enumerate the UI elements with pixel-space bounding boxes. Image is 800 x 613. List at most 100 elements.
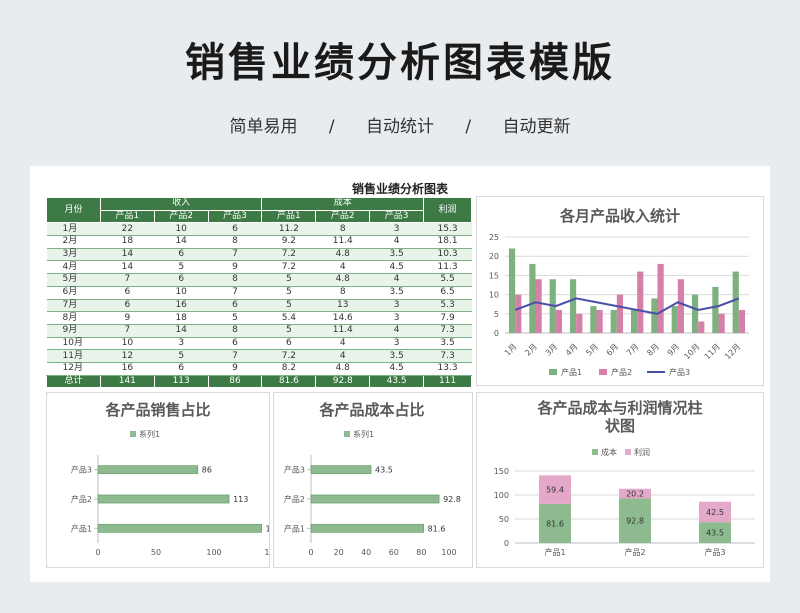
total-cell[interactable]: 111 bbox=[423, 374, 472, 389]
value-cell[interactable]: 4 bbox=[315, 260, 370, 275]
value-cell[interactable]: 3.5 bbox=[369, 285, 424, 300]
value-cell[interactable]: 9 bbox=[208, 260, 262, 275]
value-cell[interactable]: 13 bbox=[315, 298, 370, 313]
total-cell[interactable]: 113 bbox=[153, 374, 209, 389]
month-cell[interactable]: 3月 bbox=[46, 247, 101, 262]
value-cell[interactable]: 16 bbox=[154, 298, 209, 313]
value-cell[interactable]: 7.2 bbox=[261, 349, 316, 363]
value-cell[interactable]: 4 bbox=[315, 349, 370, 363]
value-cell[interactable]: 8 bbox=[208, 273, 262, 287]
value-cell[interactable]: 14 bbox=[154, 323, 209, 338]
value-cell[interactable]: 7 bbox=[100, 323, 155, 338]
value-cell[interactable]: 3 bbox=[369, 298, 424, 313]
value-cell[interactable]: 11.3 bbox=[423, 260, 472, 275]
total-cell[interactable]: 81.6 bbox=[261, 374, 317, 389]
value-cell[interactable]: 4 bbox=[315, 336, 370, 351]
value-cell[interactable]: 4.8 bbox=[315, 273, 370, 287]
value-cell[interactable]: 3.5 bbox=[369, 247, 424, 262]
value-cell[interactable]: 3 bbox=[154, 336, 209, 351]
month-cell[interactable]: 10月 bbox=[46, 336, 101, 351]
chart-monthly-revenue[interactable]: 各月产品收入统计 0 5 10 15 20 25 1月 2月 3月 4月 5月 6月 7月 8月 9月 10月 1… bbox=[476, 196, 764, 386]
value-cell[interactable]: 6 bbox=[261, 336, 316, 351]
value-cell[interactable]: 5 bbox=[261, 298, 316, 313]
value-cell[interactable]: 15.3 bbox=[423, 222, 472, 237]
total-cell[interactable]: 43.5 bbox=[369, 374, 425, 389]
value-cell[interactable]: 10 bbox=[154, 285, 209, 300]
value-cell[interactable]: 22 bbox=[100, 222, 155, 237]
value-cell[interactable]: 9 bbox=[208, 361, 262, 376]
header-month[interactable]: 月份 bbox=[46, 196, 101, 224]
value-cell[interactable]: 18 bbox=[100, 235, 155, 249]
value-cell[interactable]: 5 bbox=[208, 311, 262, 325]
value-cell[interactable]: 18 bbox=[154, 311, 209, 325]
value-cell[interactable]: 7.3 bbox=[423, 349, 472, 363]
value-cell[interactable]: 11.4 bbox=[315, 323, 370, 338]
value-cell[interactable]: 5.3 bbox=[423, 298, 472, 313]
total-cell[interactable]: 总计 bbox=[46, 374, 101, 389]
value-cell[interactable]: 3 bbox=[369, 311, 424, 325]
month-cell[interactable]: 6月 bbox=[46, 285, 101, 300]
value-cell[interactable]: 5 bbox=[261, 273, 316, 287]
value-cell[interactable]: 5 bbox=[154, 349, 209, 363]
value-cell[interactable]: 4.8 bbox=[315, 247, 370, 262]
value-cell[interactable]: 6 bbox=[154, 247, 209, 262]
month-cell[interactable]: 5月 bbox=[46, 273, 101, 287]
value-cell[interactable]: 6 bbox=[154, 361, 209, 376]
header-revenue-product2[interactable]: 产品2 bbox=[153, 209, 209, 224]
value-cell[interactable]: 14.6 bbox=[315, 311, 370, 325]
value-cell[interactable]: 6 bbox=[100, 285, 155, 300]
value-cell[interactable]: 8 bbox=[315, 285, 370, 300]
month-cell[interactable]: 11月 bbox=[46, 349, 101, 363]
header-cost-product2[interactable]: 产品2 bbox=[315, 209, 371, 224]
month-cell[interactable]: 1月 bbox=[46, 222, 101, 237]
value-cell[interactable]: 3 bbox=[369, 336, 424, 351]
value-cell[interactable]: 7 bbox=[100, 273, 155, 287]
value-cell[interactable]: 14 bbox=[154, 235, 209, 249]
chart-cost-share[interactable]: 各产品成本占比 系列1 0 20 40 60 80 100 产品1 81.6 产品2 92.8 产品3 4… bbox=[273, 392, 473, 568]
value-cell[interactable]: 7.3 bbox=[423, 323, 472, 338]
value-cell[interactable]: 6 bbox=[208, 336, 262, 351]
value-cell[interactable]: 8 bbox=[208, 235, 262, 249]
month-cell[interactable]: 4月 bbox=[46, 260, 101, 275]
value-cell[interactable]: 7 bbox=[208, 349, 262, 363]
value-cell[interactable]: 3.5 bbox=[423, 336, 472, 351]
header-cost-product3[interactable]: 产品3 bbox=[369, 209, 425, 224]
header-revenue[interactable]: 收入 bbox=[99, 197, 263, 211]
value-cell[interactable]: 14 bbox=[100, 260, 155, 275]
value-cell[interactable]: 11.4 bbox=[315, 235, 370, 249]
value-cell[interactable]: 8 bbox=[315, 222, 370, 237]
value-cell[interactable]: 10 bbox=[100, 336, 155, 351]
value-cell[interactable]: 12 bbox=[100, 349, 155, 363]
value-cell[interactable]: 6 bbox=[100, 298, 155, 313]
month-cell[interactable]: 7月 bbox=[46, 298, 101, 313]
value-cell[interactable]: 7 bbox=[208, 247, 262, 262]
value-cell[interactable]: 13.3 bbox=[423, 361, 472, 376]
value-cell[interactable]: 5.5 bbox=[423, 273, 472, 287]
value-cell[interactable]: 10.3 bbox=[423, 247, 472, 262]
total-cell[interactable]: 86 bbox=[207, 374, 263, 389]
value-cell[interactable]: 6 bbox=[208, 222, 262, 237]
value-cell[interactable]: 5 bbox=[154, 260, 209, 275]
total-cell[interactable]: 92.8 bbox=[315, 374, 371, 389]
value-cell[interactable]: 6 bbox=[154, 273, 209, 287]
value-cell[interactable]: 4 bbox=[369, 273, 424, 287]
value-cell[interactable]: 5 bbox=[261, 323, 316, 338]
header-cost-product1[interactable]: 产品1 bbox=[261, 209, 317, 224]
value-cell[interactable]: 4 bbox=[369, 323, 424, 338]
value-cell[interactable]: 5 bbox=[261, 285, 316, 300]
value-cell[interactable]: 11.2 bbox=[261, 222, 316, 237]
month-cell[interactable]: 2月 bbox=[46, 235, 101, 249]
header-profit[interactable]: 利润 bbox=[423, 196, 472, 224]
value-cell[interactable]: 4.5 bbox=[369, 260, 424, 275]
month-cell[interactable]: 12月 bbox=[46, 361, 101, 376]
value-cell[interactable]: 8 bbox=[208, 323, 262, 338]
value-cell[interactable]: 7.9 bbox=[423, 311, 472, 325]
value-cell[interactable]: 9 bbox=[100, 311, 155, 325]
total-cell[interactable]: 141 bbox=[99, 374, 155, 389]
value-cell[interactable]: 9.2 bbox=[261, 235, 316, 249]
value-cell[interactable]: 3.5 bbox=[369, 349, 424, 363]
value-cell[interactable]: 6 bbox=[208, 298, 262, 313]
value-cell[interactable]: 3 bbox=[369, 222, 424, 237]
header-revenue-product3[interactable]: 产品3 bbox=[207, 209, 263, 224]
